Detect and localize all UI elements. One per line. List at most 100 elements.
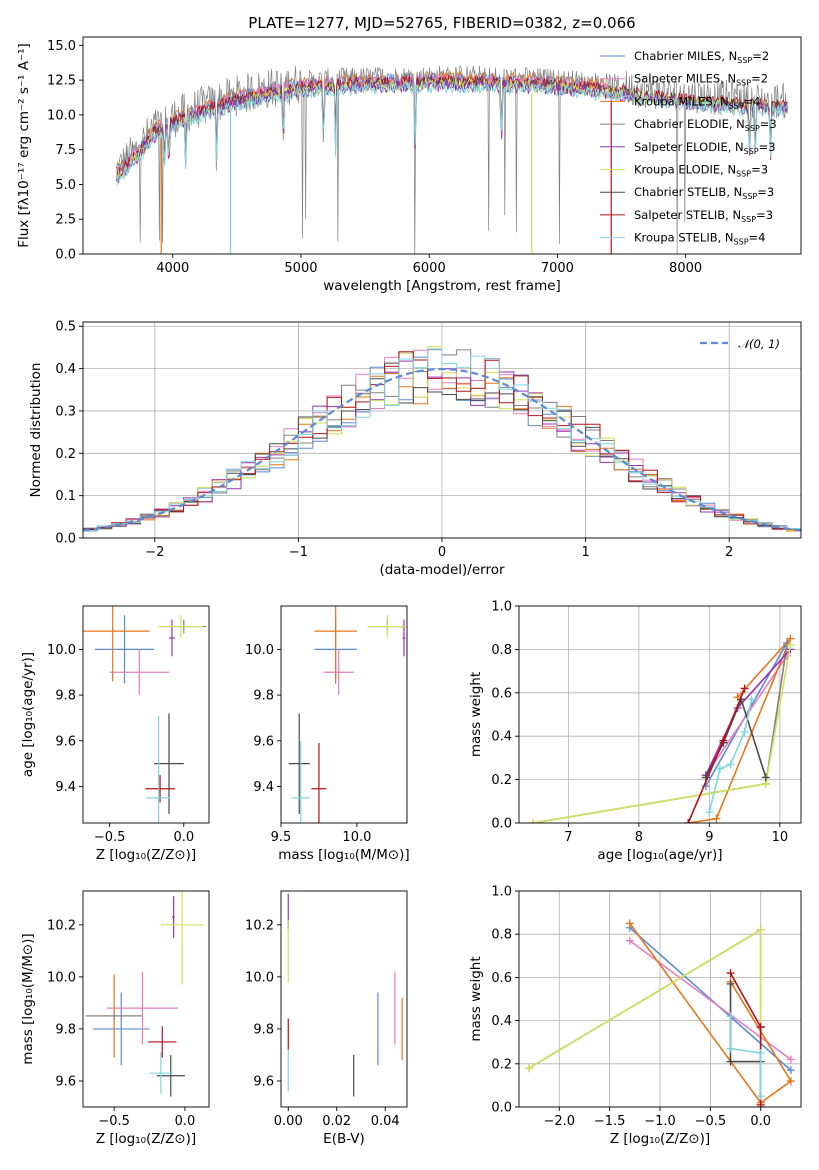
legend-text: Chabrier ELODIE, N bbox=[634, 117, 745, 131]
model-spectrum-kroupa-stelib bbox=[115, 80, 789, 185]
y-tick-label: 10.0 bbox=[47, 108, 76, 123]
x-tick-label: −1.5 bbox=[594, 1114, 626, 1129]
x-tick-label: −1.0 bbox=[644, 1114, 676, 1129]
plot-area bbox=[288, 606, 407, 823]
data-point-marker bbox=[726, 760, 735, 769]
data-point-marker bbox=[756, 925, 765, 934]
x-axis-label: Z [log₁₀(Z/Z⊙)] bbox=[96, 1131, 196, 1147]
x-tick-label: 1 bbox=[581, 545, 589, 560]
y-axis-label: Normed distribution bbox=[28, 363, 44, 498]
axes-frame bbox=[82, 36, 802, 255]
data-point-marker bbox=[740, 727, 749, 736]
plot-area bbox=[287, 893, 403, 1097]
legend-subscript: SSP bbox=[741, 215, 756, 224]
y-tick-label: 9.8 bbox=[55, 1022, 76, 1037]
x-tick-label: 0.0 bbox=[173, 830, 194, 845]
series-line-chabrier-elodie bbox=[528, 928, 762, 1107]
x-tick-label: 8 bbox=[635, 830, 643, 845]
axes-frame bbox=[82, 605, 210, 824]
data-point-marker bbox=[712, 814, 721, 823]
legend-text: Chabrier MILES, N bbox=[634, 49, 737, 63]
data-point-marker bbox=[740, 684, 749, 693]
legend-tail: =3 bbox=[751, 163, 768, 177]
histogram-salpeter-stelib bbox=[83, 351, 801, 530]
data-point-marker bbox=[786, 1055, 795, 1064]
series-line-kroupa-stelib bbox=[729, 1016, 762, 1097]
data-point-marker bbox=[684, 819, 693, 823]
data-point-marker bbox=[726, 969, 735, 978]
legend-subscript: SSP bbox=[736, 79, 751, 88]
normal-curve-line bbox=[83, 367, 801, 532]
x-tick-label: 0.04 bbox=[371, 1114, 400, 1129]
legend-tail: =3 bbox=[760, 117, 777, 131]
y-tick-label: 0.0 bbox=[55, 248, 76, 263]
y-tick-label: 0.1 bbox=[55, 489, 76, 504]
x-axis-label: Z [log₁₀(Z/Z⊙)] bbox=[610, 1131, 710, 1147]
data-point-marker bbox=[529, 819, 538, 823]
x-axis-label: mass [log₁₀(M/M⊙)] bbox=[278, 847, 409, 863]
legend-subscript: SSP bbox=[737, 56, 752, 65]
y-axis-label: Flux [fλ10⁻¹⁷ erg cm⁻² s⁻¹ A⁻¹] bbox=[16, 43, 32, 248]
x-tick-label: 4000 bbox=[156, 261, 189, 276]
legend-entry: Salpeter STELIB, NSSP=3 bbox=[634, 208, 773, 224]
data-point-marker bbox=[726, 1044, 735, 1053]
data-point-marker bbox=[726, 979, 735, 988]
y-tick-label: 12.5 bbox=[47, 74, 76, 89]
legend-subscript: SSP bbox=[734, 238, 749, 247]
y-tick-label: 9.8 bbox=[55, 689, 76, 704]
series-line-chabrier-miles bbox=[629, 927, 792, 1071]
legend-tail: =4 bbox=[744, 94, 761, 108]
mass-vs-EBV-panel: 0.00 0.02 0.04 9.6 9.8 10.0 10.2 E(B-V) bbox=[245, 890, 408, 1147]
data-point-marker bbox=[786, 1066, 795, 1075]
histogram-kroupa-stelib bbox=[83, 348, 801, 532]
residual-distribution-panel: −2 −1 0 1 2 0.0 0.1 0.2 0.3 0.4 0.5 (data-model)/er… bbox=[28, 320, 802, 578]
data-point-marker bbox=[525, 1064, 534, 1073]
x-tick-label: 5000 bbox=[284, 261, 317, 276]
x-axis-label: (data-model)/error bbox=[379, 562, 505, 578]
axes-frame bbox=[518, 605, 802, 824]
data-point-marker bbox=[705, 808, 714, 817]
data-point-marker bbox=[747, 695, 756, 704]
legend-entry: Kroupa MILES, NSSP=4 bbox=[634, 94, 760, 110]
axes-frame bbox=[280, 890, 408, 1108]
data-point-marker bbox=[756, 1049, 765, 1057]
data-point-marker bbox=[625, 919, 634, 928]
y-tick-label: 9.6 bbox=[253, 734, 274, 749]
x-tick-label: −0.5 bbox=[94, 830, 126, 845]
series-line-chabrier-elodie bbox=[532, 644, 788, 823]
legend-text: Salpeter STELIB, N bbox=[634, 208, 741, 222]
x-tick-label: −2 bbox=[145, 545, 164, 560]
y-tick-label: 0.0 bbox=[491, 1101, 512, 1116]
x-tick-label: −0.5 bbox=[695, 1114, 727, 1129]
data-point-marker bbox=[719, 736, 728, 745]
x-tick-label: −0.5 bbox=[98, 1114, 130, 1129]
y-tick-label: 0.4 bbox=[55, 362, 76, 377]
data-point-marker bbox=[786, 641, 795, 650]
x-tick-label: 7000 bbox=[541, 261, 574, 276]
series-line-kroupa-elodie bbox=[528, 928, 762, 1105]
legend-tail: =2 bbox=[751, 72, 768, 86]
legend-subscript: SSP bbox=[745, 124, 760, 133]
y-tick-label: 0.2 bbox=[55, 447, 76, 462]
data-point-marker bbox=[726, 1057, 735, 1066]
legend-subscript: SSP bbox=[729, 101, 744, 110]
y-tick-label: 9.4 bbox=[253, 780, 274, 795]
y-tick-label: 9.8 bbox=[253, 1022, 274, 1037]
y-tick-label: 1.0 bbox=[491, 885, 512, 900]
legend-tail: =2 bbox=[752, 49, 769, 63]
data-point-marker bbox=[786, 1077, 795, 1086]
y-tick-label: 1.0 bbox=[491, 600, 512, 615]
legend-text: Kroupa ELODIE, N bbox=[634, 163, 736, 177]
y-tick-label: 15.0 bbox=[47, 39, 76, 54]
x-tick-label: 10 bbox=[772, 830, 789, 845]
x-tick-label: 7 bbox=[564, 830, 572, 845]
x-tick-label: 10.0 bbox=[342, 830, 371, 845]
y-tick-label: 10.0 bbox=[47, 970, 76, 985]
legend-entry: Chabrier MILES, NSSP=2 bbox=[634, 49, 769, 65]
axes-frame bbox=[82, 890, 210, 1108]
y-tick-label: 0.0 bbox=[491, 817, 512, 832]
legend-text: Kroupa MILES, N bbox=[634, 94, 729, 108]
y-tick-label: 0.6 bbox=[491, 971, 512, 986]
y-tick-label: 0.4 bbox=[491, 1014, 512, 1029]
data-point-marker bbox=[756, 1023, 765, 1032]
